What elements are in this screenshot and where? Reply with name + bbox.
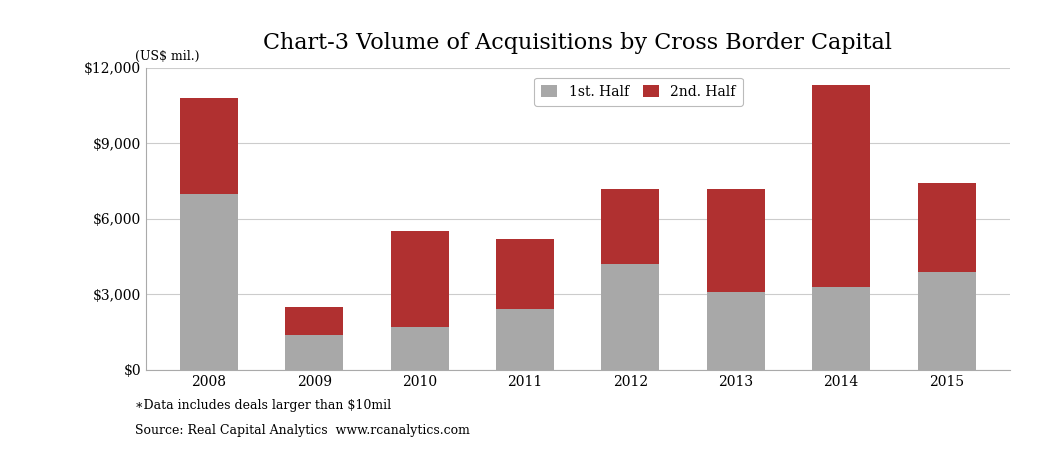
- Bar: [390, 327, 449, 370]
- Bar: [285, 335, 344, 370]
- Bar: [390, 231, 449, 327]
- Text: Source: Real Capital Analytics  www.rcanalytics.com: Source: Real Capital Analytics www.rcana…: [135, 424, 471, 437]
- Bar: [180, 193, 238, 370]
- Legend: 1st. Half, 2nd. Half: 1st. Half, 2nd. Half: [534, 78, 742, 106]
- Bar: [707, 189, 765, 292]
- Bar: [707, 292, 765, 370]
- Bar: [285, 307, 344, 335]
- Bar: [497, 239, 554, 309]
- Text: (US$ mil.): (US$ mil.): [135, 50, 200, 63]
- Bar: [497, 309, 554, 370]
- Bar: [602, 264, 659, 370]
- Bar: [917, 272, 975, 370]
- Bar: [812, 85, 870, 287]
- Text: Chart-3 Volume of Acquisitions by Cross Border Capital: Chart-3 Volume of Acquisitions by Cross …: [263, 32, 892, 54]
- Bar: [812, 287, 870, 370]
- Bar: [602, 189, 659, 264]
- Bar: [180, 98, 238, 193]
- Bar: [917, 184, 975, 272]
- Text: ∗Data includes deals larger than $10mil: ∗Data includes deals larger than $10mil: [135, 399, 391, 412]
